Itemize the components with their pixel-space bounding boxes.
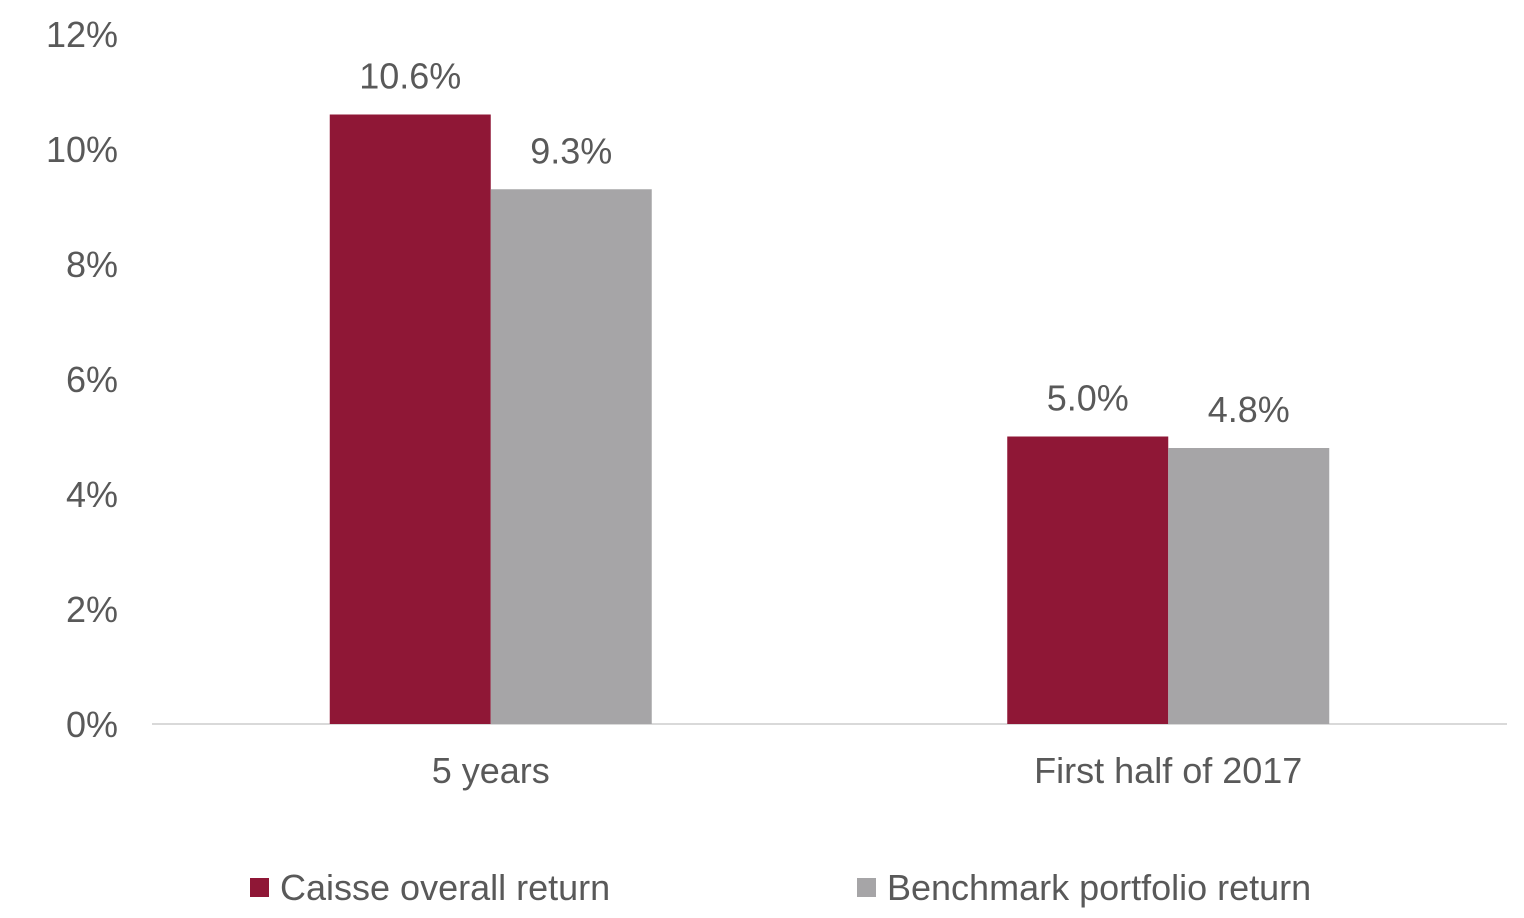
x-tick-label: First half of 2017	[1034, 750, 1302, 791]
y-tick-label: 10%	[46, 129, 118, 170]
legend-label: Caisse overall return	[280, 867, 610, 908]
y-tick-label: 8%	[66, 244, 118, 285]
bar-benchmark	[1168, 448, 1330, 724]
bar-caisse	[1007, 436, 1169, 724]
y-tick-label: 0%	[66, 704, 118, 745]
data-label: 5.0%	[1047, 378, 1129, 419]
legend-label: Benchmark portfolio return	[887, 867, 1311, 908]
legend-swatch	[250, 878, 269, 897]
data-label: 10.6%	[359, 56, 461, 97]
y-tick-label: 12%	[46, 14, 118, 55]
x-tick-label: 5 years	[432, 750, 550, 791]
legend-swatch	[857, 878, 876, 897]
bar-benchmark	[490, 189, 652, 724]
y-tick-label: 2%	[66, 589, 118, 630]
data-label: 4.8%	[1208, 389, 1290, 430]
y-tick-label: 4%	[66, 474, 118, 515]
bar-caisse	[329, 114, 491, 724]
data-label: 9.3%	[530, 130, 612, 171]
y-tick-label: 6%	[66, 359, 118, 400]
